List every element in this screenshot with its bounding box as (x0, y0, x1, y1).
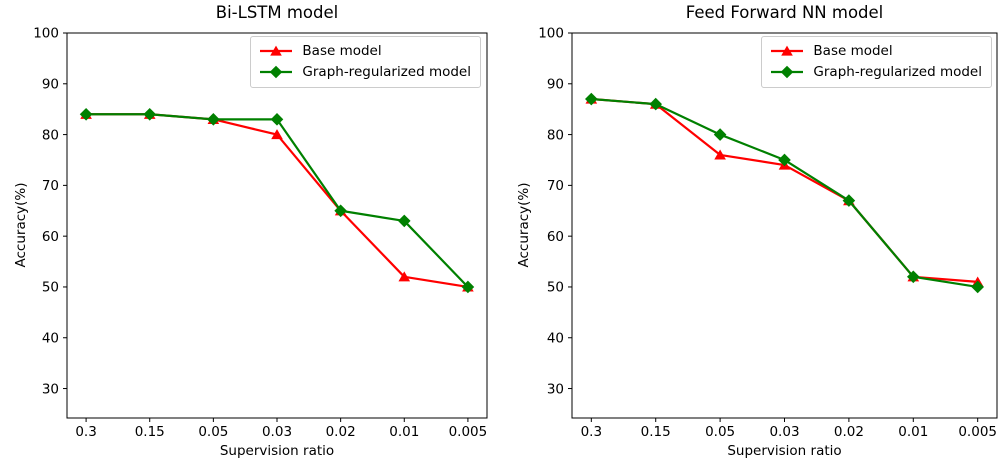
legend-label: Base model (302, 43, 382, 59)
y-tick-label: 80 (42, 127, 59, 143)
triangle-marker (270, 46, 283, 57)
y-tick-label: 30 (547, 381, 564, 397)
x-tick-label: 0.15 (135, 424, 165, 440)
x-tick-label: 0.05 (198, 424, 228, 440)
legend: Base model Graph-regularized model (250, 36, 481, 88)
x-axis-title: Supervision ratio (727, 443, 842, 459)
diamond-marker (842, 194, 856, 207)
axes-box (66, 32, 488, 419)
y-tick-label: 60 (42, 229, 59, 245)
green-diamond-line-icon (771, 66, 804, 79)
diamond-marker (207, 113, 220, 126)
diamond-marker (270, 113, 284, 126)
legend-label: Graph-regularized model (813, 63, 982, 80)
chart-title: Feed Forward NN model (685, 3, 884, 22)
legend-item-base-model: Base model (770, 42, 982, 61)
diamond-marker (79, 107, 93, 121)
x-tick-label: 0.01 (898, 424, 928, 440)
legend: Base model Graph-regularized model (761, 36, 992, 88)
y-tick-label: 30 (42, 381, 59, 397)
x-tick-label: 0.3 (581, 424, 602, 440)
x-axis-title: Supervision ratio (219, 443, 335, 459)
y-tick-label: 100 (538, 26, 564, 42)
legend-label: Base model (813, 43, 893, 59)
diamond-marker (397, 214, 411, 228)
x-tick-label: 0.005 (958, 424, 997, 440)
y-tick-label: 70 (547, 178, 564, 194)
legend-item-graph-regularized-model: Graph-regularized model (259, 63, 471, 82)
diamond-marker (906, 270, 920, 284)
series-line-triangle (591, 97, 978, 283)
y-tick-label: 50 (42, 280, 59, 296)
x-tick-label: 0.02 (834, 424, 864, 440)
red-triangle-line-icon (771, 46, 804, 57)
y-tick-label: 60 (547, 229, 564, 245)
diamond-marker (143, 107, 157, 121)
red-triangle-line-icon (260, 46, 293, 57)
diamond-marker (781, 66, 794, 79)
diamond-marker (270, 66, 283, 79)
green-diamond-line-icon (260, 66, 293, 79)
diamond-marker (334, 204, 347, 218)
y-tick-label: 90 (42, 77, 59, 93)
plot-canvas: 30 40 50 60 70 80 90 100 0.3 0.15 0.05 0.03 0.02 0.01… (538, 26, 998, 440)
y-tick-label: 40 (42, 330, 59, 346)
x-tick-label: 0.005 (449, 424, 488, 440)
series-line-diamond (591, 97, 978, 289)
series-line-diamond (86, 113, 469, 288)
chart-title: Bi-LSTM model (215, 3, 339, 22)
x-tick-label: 0.03 (769, 424, 799, 440)
y-tick-label: 80 (547, 127, 564, 143)
series-line-triangle (86, 113, 469, 289)
triangle-marker (781, 46, 794, 57)
subplot-feed-forward-nn: Feed Forward NN model Accuracy(%) 30 40 50… (503, 0, 1006, 470)
y-tick-label: 70 (42, 178, 59, 194)
plot-canvas: 30 40 50 60 70 80 90 100 0.3 0.15 0.05 0.03 0.02 0.01… (33, 26, 488, 440)
x-tick-label: 0.15 (641, 424, 671, 440)
x-tick-label: 0.3 (75, 424, 96, 440)
triangle-marker (398, 271, 411, 282)
y-tick-label: 50 (547, 280, 564, 296)
x-tick-label: 0.02 (326, 424, 356, 440)
triangle-marker (714, 149, 726, 160)
y-tick-label: 90 (547, 77, 564, 93)
x-tick-label: 0.03 (262, 424, 292, 440)
subplot-bi-lstm: Bi-LSTM model Accuracy(%) 30 40 50 60 70 80 90… (13, 3, 488, 459)
y-tick-label: 40 (547, 330, 564, 346)
legend-item-graph-regularized-model: Graph-regularized model (770, 63, 982, 82)
diamond-marker (585, 92, 598, 106)
legend-item-base-model: Base model (259, 42, 471, 61)
diamond-marker (971, 280, 984, 294)
diamond-marker (713, 128, 727, 141)
x-tick-label: 0.05 (705, 424, 735, 440)
triangle-marker (271, 129, 283, 140)
diamond-marker (649, 97, 663, 111)
diamond-marker (461, 280, 475, 294)
x-tick-label: 0.01 (389, 424, 419, 440)
axes-box (571, 32, 998, 419)
y-tick-label: 100 (33, 26, 59, 42)
legend-label: Graph-regularized model (302, 63, 471, 80)
